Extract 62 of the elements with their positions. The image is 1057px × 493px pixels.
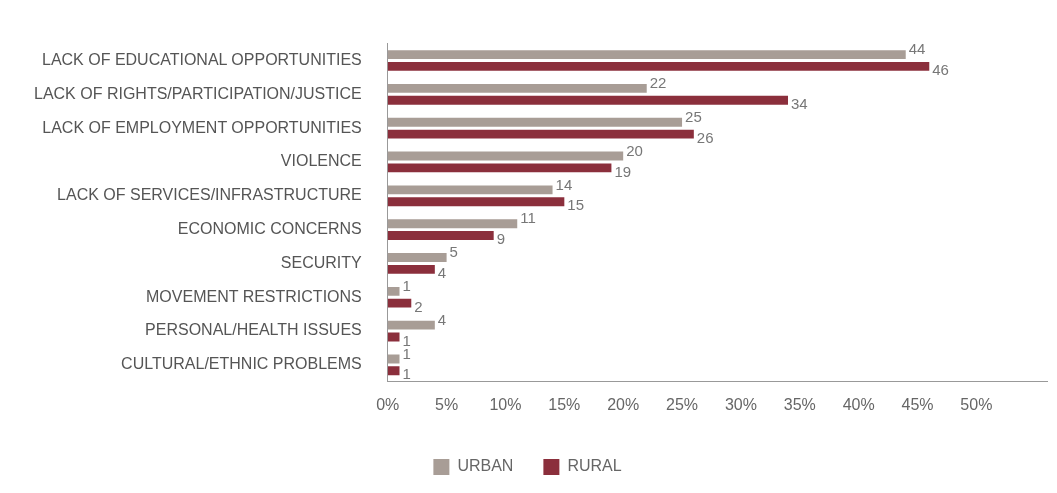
data-label: 46: [932, 61, 949, 79]
bar: [387, 185, 553, 195]
y-tick-label: LACK OF RIGHTS/PARTICIPATION/JUSTICE: [33, 84, 362, 102]
data-label: 20: [626, 141, 643, 159]
bar: [387, 61, 930, 71]
x-tick-label: 25%: [666, 395, 699, 413]
bar: [387, 163, 612, 173]
x-tick-label: 5%: [435, 395, 459, 413]
data-label: 34: [791, 94, 808, 112]
data-label: 11: [520, 209, 536, 227]
bar: [387, 117, 683, 127]
bar: [387, 264, 435, 274]
bar: [387, 298, 412, 308]
y-tick-label: PERSONAL/HEALTH ISSUES: [145, 321, 362, 339]
x-tick-label: 30%: [724, 395, 757, 413]
bar: [387, 320, 435, 330]
data-label: 15: [567, 196, 585, 214]
x-tick-label: 35%: [783, 395, 816, 413]
bar: [387, 366, 400, 376]
data-label: 22: [649, 74, 667, 92]
data-label: 25: [685, 107, 702, 125]
data-label: 1: [402, 331, 411, 349]
x-tick-label: 40%: [842, 395, 875, 413]
data-label: 14: [555, 175, 573, 193]
bar: [387, 231, 494, 240]
y-tick-label: ECONOMIC CONCERNS: [177, 220, 362, 238]
bar: [387, 95, 789, 105]
bar: [387, 219, 518, 229]
data-label: 1: [402, 365, 411, 383]
data-label: 4: [437, 263, 447, 281]
data-label: 9: [496, 230, 506, 248]
x-tick-label: 10%: [489, 395, 522, 413]
bar: [387, 354, 400, 364]
bar: [387, 253, 447, 262]
data-label: 5: [449, 243, 458, 261]
y-tick-label: LACK OF SERVICES/INFRASTRUCTURE: [57, 186, 362, 204]
y-tick-label: LACK OF EDUCATIONAL OPPORTUNITIES: [41, 50, 362, 68]
y-tick-label: MOVEMENT RESTRICTIONS: [146, 287, 362, 305]
bar: [387, 50, 906, 60]
bar: [387, 332, 400, 342]
y-tick-label: CULTURAL/ETHNIC PROBLEMS: [121, 355, 362, 373]
data-label: 4: [437, 310, 447, 328]
legend-label: RURAL: [567, 457, 622, 475]
data-label: 26: [696, 128, 714, 146]
y-tick-label: SECURITY: [280, 253, 363, 271]
bar: [387, 286, 400, 296]
x-tick-label: 50%: [960, 395, 993, 413]
x-tick-label: 0%: [376, 395, 400, 413]
legend-label: URBAN: [457, 457, 514, 475]
data-label: 44: [908, 40, 926, 58]
bar: [387, 197, 565, 207]
bar: [387, 151, 624, 161]
bar: [387, 83, 647, 93]
data-label: 2: [414, 297, 423, 315]
x-tick-label: 20%: [607, 395, 640, 413]
y-tick-label: LACK OF EMPLOYMENT OPPORTUNITIES: [42, 118, 362, 136]
data-label: 19: [614, 162, 632, 180]
x-tick-label: 15%: [548, 395, 581, 413]
x-tick-label: 45%: [901, 395, 934, 413]
data-label: 1: [402, 276, 411, 294]
bar: [387, 129, 694, 139]
y-tick-label: VIOLENCE: [280, 152, 362, 170]
